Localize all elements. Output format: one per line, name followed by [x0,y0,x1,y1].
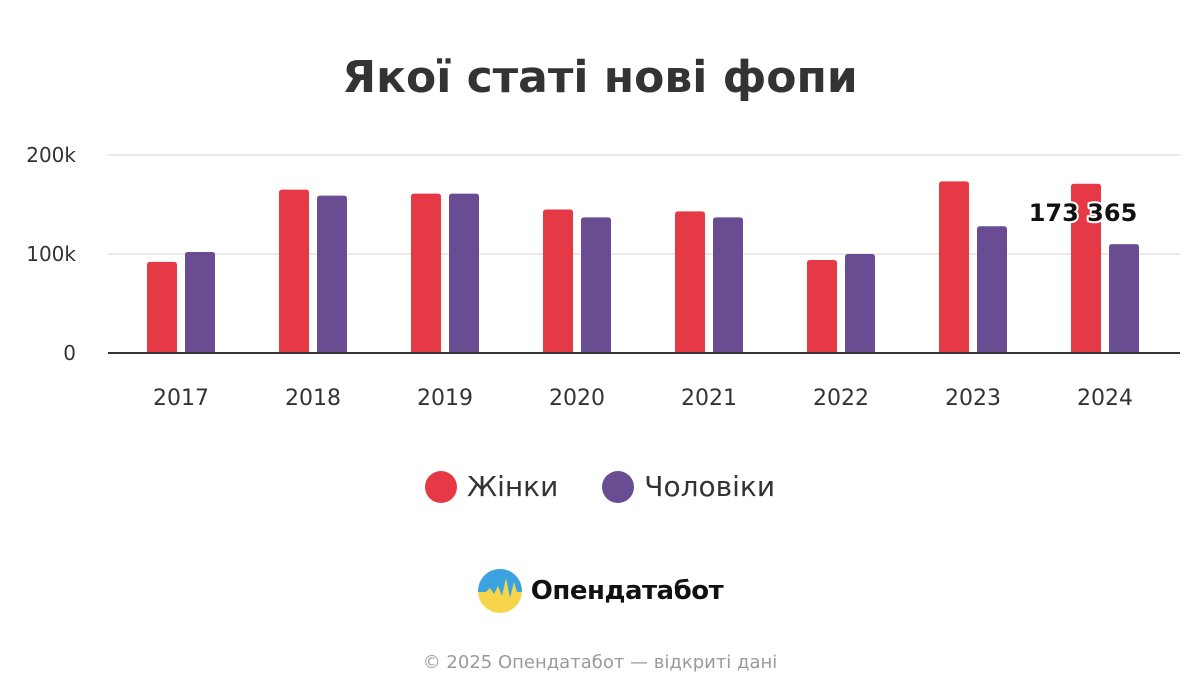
bar-men-2020[interactable] [581,217,611,353]
bars [147,181,1139,353]
bar-women-2020[interactable] [543,209,573,353]
bar-women-2024[interactable] [1071,183,1101,353]
bar-men-2022[interactable] [845,254,875,353]
y-tick-label: 200k [26,143,76,167]
y-axis-ticks: 0 100k 200k [26,143,76,365]
brand-name: Опендатабот [530,576,724,606]
legend-item-men[interactable]: Чоловіки [602,470,775,503]
brand: Опендатабот [0,568,1200,614]
legend-swatch-men [602,470,635,503]
bar-men-2021[interactable] [713,217,743,353]
footer-copyright: © 2025 Опендатабот — відкриті дані [422,652,778,673]
legend-label-women: Жінки [466,470,559,503]
bar-women-2021[interactable] [675,211,705,353]
legend-label-men: Чоловіки [644,470,776,503]
x-tick-label: 2023 [945,386,1001,411]
x-tick-label: 2022 [813,386,869,411]
x-tick-label: 2018 [285,386,341,411]
chart-title: Якої статі нові фопи [342,52,858,103]
bar-men-2017[interactable] [185,252,215,353]
data-labels: 173 365 [1027,197,1140,229]
bar-men-2018[interactable] [317,195,347,353]
opendatabot-logo-icon [477,569,522,613]
x-tick-label: 2021 [681,386,737,411]
legend-swatch-women [424,470,457,503]
x-tick-label: 2024 [1077,386,1133,411]
data-label: 173 365 [1029,199,1138,227]
bar-women-2023[interactable] [939,181,969,353]
x-tick-label: 2019 [417,386,473,411]
legend-item-women[interactable]: Жінки [424,470,559,503]
bar-women-2019[interactable] [411,193,441,353]
x-axis-ticks: 2017 2018 2019 2020 2021 2022 2023 2024 [153,386,1133,411]
bar-women-2018[interactable] [279,189,309,353]
bar-men-2019[interactable] [449,193,479,353]
y-tick-label: 0 [63,341,76,365]
bar-men-2023[interactable] [977,226,1007,353]
x-tick-label: 2017 [153,386,209,411]
bar-women-2022[interactable] [807,259,837,353]
bar-men-2024[interactable] [1109,244,1139,353]
bar-women-2017[interactable] [147,261,177,353]
legend: Жінки Чоловіки [0,470,1200,503]
x-tick-label: 2020 [549,386,605,411]
y-tick-label: 100k [26,242,76,266]
grid-lines [108,154,1180,255]
